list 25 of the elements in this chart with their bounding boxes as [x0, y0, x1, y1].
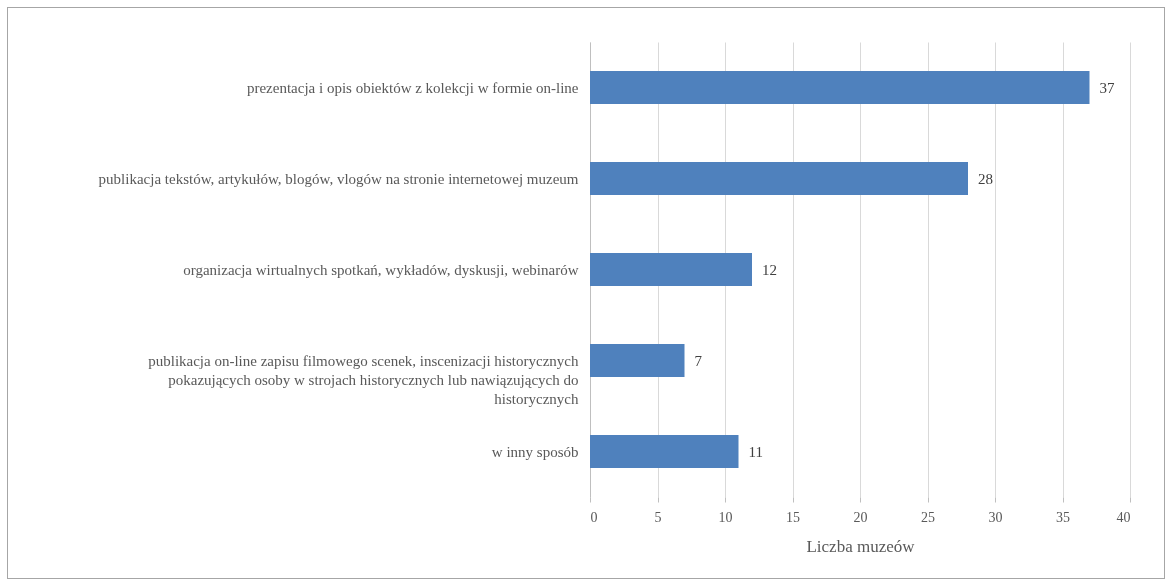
- x-tick-label: 25: [921, 509, 935, 525]
- bar: [590, 253, 752, 286]
- y-tick-label: publikacja tekstów, artykułów, blogów, vlogów na stronie internetowej muzeum: [98, 170, 579, 187]
- x-tick-label: 40: [1116, 509, 1131, 525]
- x-tick-label: 35: [1056, 509, 1070, 525]
- y-tick-label: w inny sposób: [491, 443, 579, 460]
- x-tick-label: 0: [590, 509, 598, 525]
- bar: [590, 71, 1090, 104]
- bar: [590, 162, 968, 195]
- data-label: 11: [748, 443, 763, 460]
- data-label: 12: [762, 261, 777, 278]
- x-tick-label: 5: [654, 509, 662, 525]
- y-tick-label: organizacja wirtualnych spotkań, wykładów, dyskusji, webinarów: [183, 261, 579, 278]
- bar: [590, 435, 739, 468]
- x-tick-label: 30: [988, 509, 1003, 525]
- x-tick-label: 20: [853, 509, 868, 525]
- x-axis-title: Liczba muzeów: [806, 536, 916, 556]
- x-tick-label: 15: [786, 509, 800, 525]
- y-tick-label: publikacja on-line zapisu filmowego scenek, inscenizacji historycznych pokazujących osoby w strojach historycznych lub nawiązujących do historycznych: [148, 352, 579, 407]
- bar: [590, 344, 685, 377]
- y-tick-label: prezentacja i opis obiektów z kolekcji w formie on-line: [246, 79, 579, 96]
- data-label: 37: [1099, 79, 1115, 96]
- x-tick-label: 10: [718, 509, 733, 525]
- data-label: 7: [694, 352, 703, 369]
- data-label: 28: [978, 170, 993, 187]
